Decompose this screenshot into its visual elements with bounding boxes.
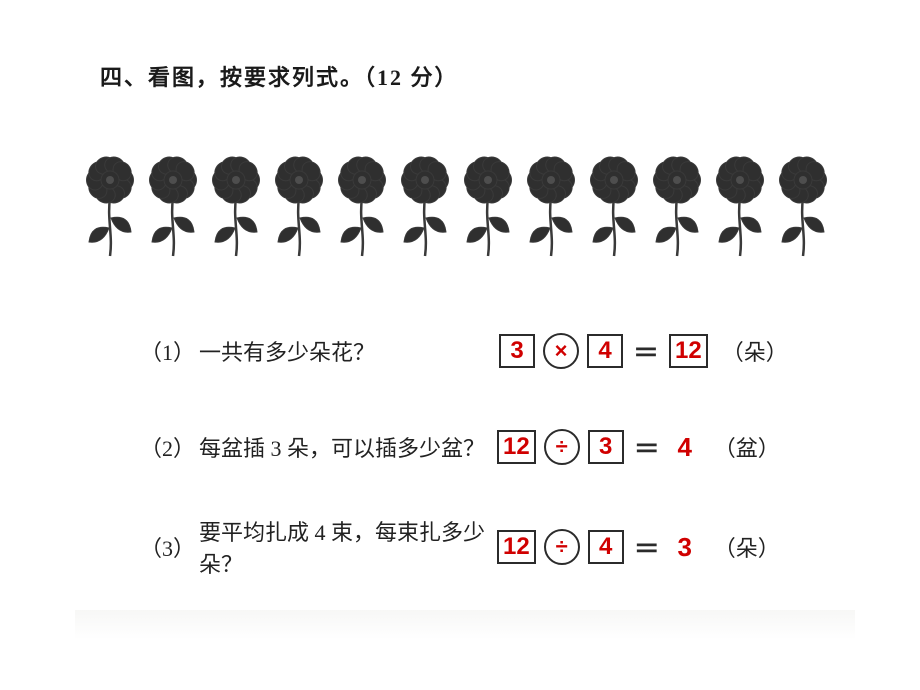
question-3: （3） 要平均扎成 4 束，每束扎多少朵？ 12 ÷ 4 ＝ 3 （朵） [100,528,860,566]
operand-box: 3 [588,430,624,464]
unit-label: （盆） [714,431,780,463]
flower-icon [521,152,581,262]
operand-box: 3 [499,334,535,368]
question-2: （2） 每盆插 3 朵，可以插多少盆？ 12 ÷ 3 ＝ 4 （盆） [100,428,860,466]
unit-label: （朵） [722,335,788,367]
flower-icon [395,152,455,262]
flower-icon [143,152,203,262]
equation: 12 ÷ 3 ＝ 4 （盆） [497,429,780,466]
operator-circle: ÷ [544,529,580,565]
operand-box: 12 [497,430,536,464]
result-value: 4 [670,432,700,463]
flower-icon [332,152,392,262]
flower-icon [458,152,518,262]
equation: 3 × 4 ＝ 12 （朵） [499,333,788,370]
scan-artifact [75,610,855,640]
unit-label: （朵） [714,531,780,563]
worksheet-page: 四、看图，按要求列式。（12 分） （1） 一共有多少朵花？ 3 × 4 ＝ 1… [100,60,860,566]
question-text: 要平均扎成 4 束，每束扎多少朵？ [199,515,497,579]
operand-box: 12 [497,530,536,564]
flower-icon [269,152,329,262]
flower-icon [80,152,140,262]
equation: 12 ÷ 4 ＝ 3 （朵） [497,529,780,566]
question-number: （3） [140,531,195,563]
question-text: 一共有多少朵花？ [199,335,499,367]
operand-box: 4 [587,334,623,368]
equals-sign: ＝ [631,333,661,370]
question-number: （2） [140,431,195,463]
question-number: （1） [140,335,195,367]
operator-circle: × [543,333,579,369]
question-text: 每盆插 3 朵，可以插多少盆？ [199,431,497,463]
operand-box: 4 [588,530,624,564]
result-box: 12 [669,334,708,368]
flower-icon [584,152,644,262]
equals-sign: ＝ [632,429,662,466]
flower-icon [206,152,266,262]
flower-icon [710,152,770,262]
section-heading: 四、看图，按要求列式。（12 分） [100,60,860,92]
flower-icon [647,152,707,262]
equals-sign: ＝ [632,529,662,566]
question-1: （1） 一共有多少朵花？ 3 × 4 ＝ 12 （朵） [100,332,860,370]
operator-circle: ÷ [544,429,580,465]
flower-row [80,152,860,262]
result-value: 3 [670,532,700,563]
flower-icon [773,152,833,262]
